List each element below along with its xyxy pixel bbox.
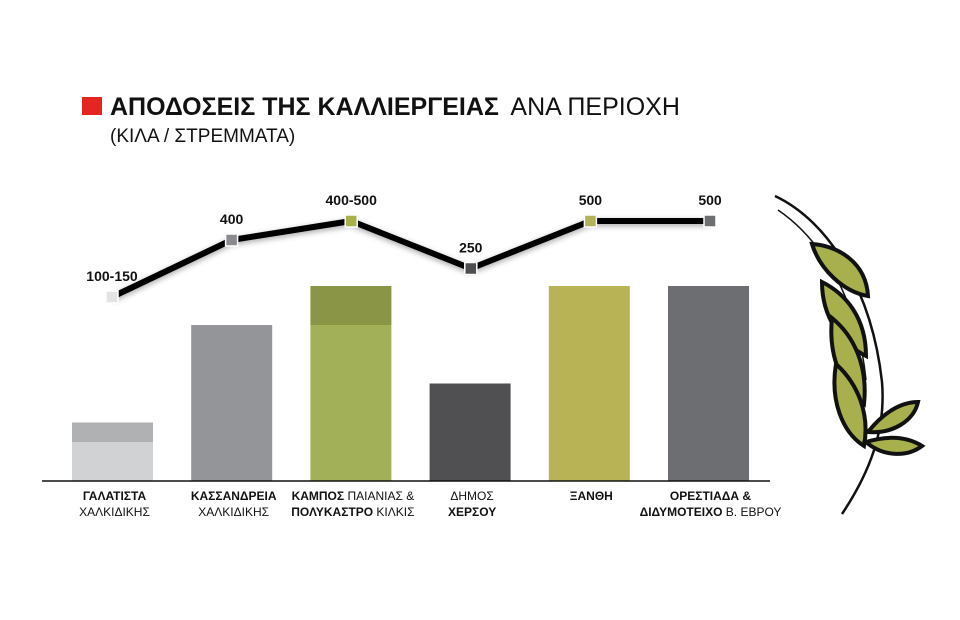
category-label-5-line-1: ΔΙΔΥΜΟΤΕΙΧΟ Β. ΕΒΡΟΥ: [640, 505, 782, 519]
title-marker: [82, 97, 102, 115]
line-marker-3: [464, 261, 478, 276]
category-label-3-line-1: ΧΕΡΣΟΥ: [448, 505, 496, 519]
value-label-4: 500: [579, 192, 603, 208]
bar-3: [429, 383, 511, 481]
value-label-0: 100-150: [86, 268, 138, 284]
category-label-2-line-1: ΠΟΛΥΚΑΣΤΡΟ ΚΙΛΚΙΣ: [291, 505, 414, 519]
bar-1: [191, 325, 273, 481]
bar-2: [310, 325, 392, 481]
bar-5: [668, 286, 749, 481]
trend-line: [110, 218, 710, 300]
value-label-2: 400-500: [326, 192, 378, 208]
category-label-2-line-0: ΚΑΜΠΟΣ ΠΑΙΑΝΙΑΣ &: [292, 489, 415, 503]
category-label-0-line-1: ΧΑΛΚΙΔΙΚΗΣ: [79, 505, 150, 519]
category-label-3-line-0: ΔΗΜΟΣ: [450, 489, 493, 503]
chart-title-bold: ΑΠΟΔΟΣΕΙΣ ΤΗΣ ΚΑΛΛΙΕΡΓΕΙΑΣ: [110, 93, 499, 121]
chart-title-regular: ΑΝΑ ΠΕΡΙΟΧΗ: [510, 93, 680, 121]
bar-range-2: [310, 286, 392, 325]
category-label-1-line-0: ΚΑΣΣΑΝΔΡΕΙΑ: [191, 489, 277, 503]
bar-0: [72, 442, 153, 481]
category-label-0-line-0: ΓΑΛΑΤΙΣΤΑ: [83, 489, 147, 503]
chart-title: ΑΠΟΔΟΣΕΙΣ ΤΗΣ ΚΑΛΛΙΕΡΓΕΙΑΣ ΑΝΑ ΠΕΡΙΟΧΗ: [110, 93, 680, 121]
line-marker-4: [583, 214, 598, 228]
category-label-5-line-0: ΟΡΕΣΤΙΑΔΑ &: [670, 489, 751, 503]
chart-subtitle: (ΚΙΛΑ / ΣΤΡΕΜΜΑΤΑ): [110, 126, 295, 147]
value-label-5: 500: [698, 192, 722, 208]
line-marker-2: [344, 214, 358, 228]
category-label-4-line-0: ΞΑΝΘΗ: [570, 489, 613, 503]
category-label-1-line-1: ΧΑΛΚΙΔΙΚΗΣ: [198, 505, 269, 519]
bar-range-0: [72, 422, 153, 442]
bar-4: [548, 286, 630, 481]
trend-line-group: 100-150 400 400-500 250 500 500: [86, 192, 722, 304]
line-marker-1: [224, 233, 239, 247]
line-marker-5: [703, 214, 717, 228]
bars-group: [72, 286, 749, 481]
value-label-3: 250: [459, 240, 483, 256]
value-label-1: 400: [220, 211, 244, 227]
wheat-stalk-icon: [774, 194, 926, 515]
category-labels-group: ΓΑΛΑΤΙΣΤΑ ΧΑΛΚΙΔΙΚΗΣ ΚΑΣΣΑΝΔΡΕΙΑ ΧΑΛΚΙΔΙΚΗΣ…: [79, 489, 781, 519]
line-marker-0: [105, 290, 119, 304]
